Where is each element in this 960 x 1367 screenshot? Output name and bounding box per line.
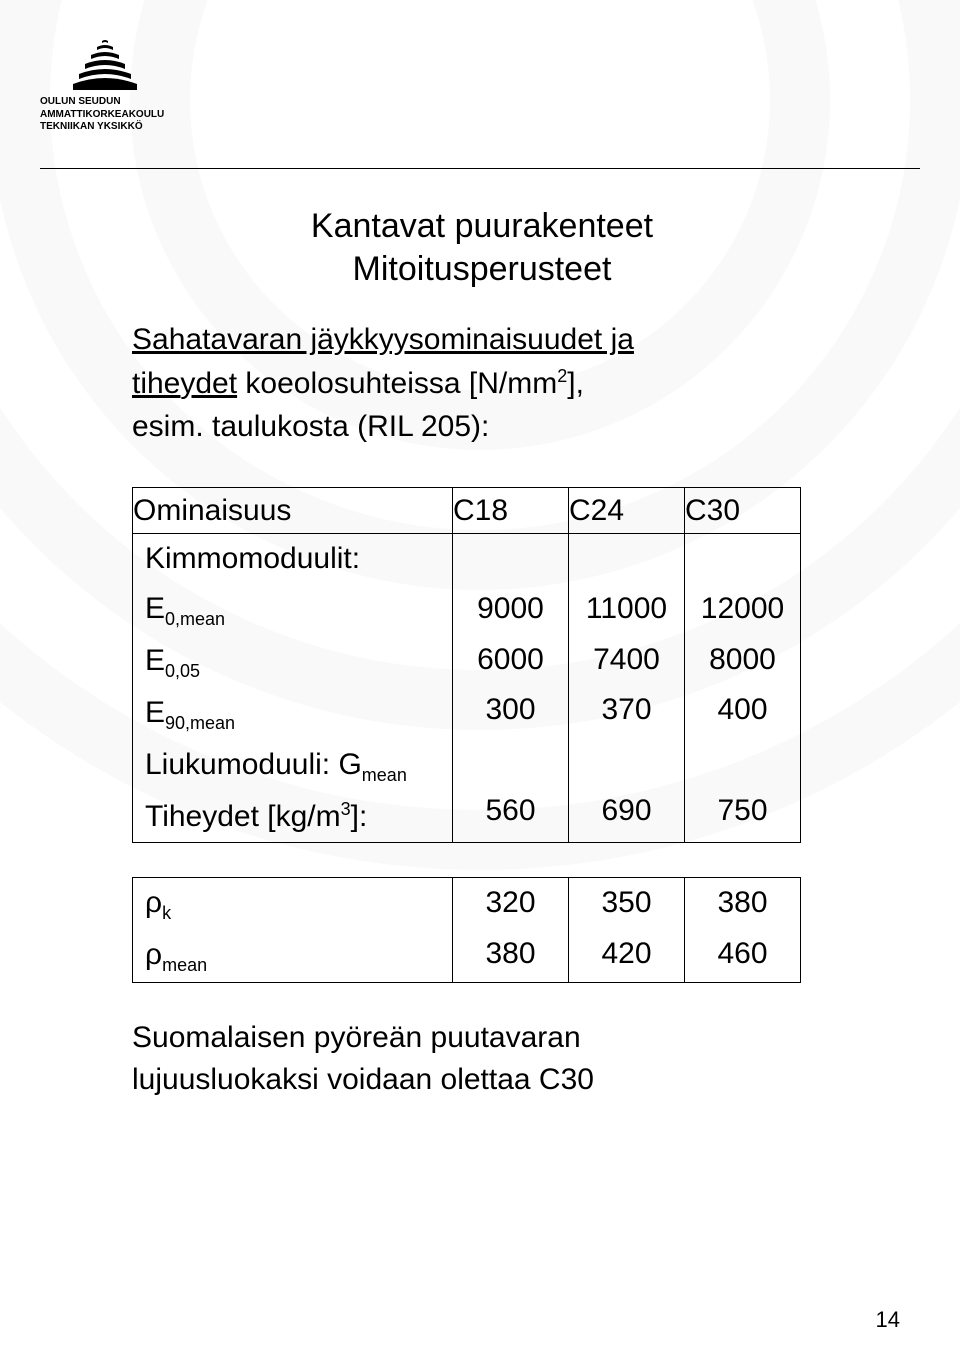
logo-mark-icon <box>68 38 142 90</box>
header-c30: C30 <box>685 487 801 533</box>
page-number: 14 <box>876 1307 900 1333</box>
title-line-2: Mitoitusperusteet <box>132 248 832 291</box>
footer-line-2: lujuusluokaksi voidaan olettaa C30 <box>132 1059 832 1101</box>
body-labels: Kimmomoduulit: E0,mean E0,05 E90,mean Li… <box>133 533 453 843</box>
subtitle-line-1: Sahatavaran jäykkyysominaisuudet ja <box>132 318 832 362</box>
row-e90mean: E90,mean <box>133 688 452 740</box>
body-c18: 9000 6000 300 560 <box>453 533 569 843</box>
header-label: Ominaisuus <box>133 487 453 533</box>
page-content: Kantavat puurakenteet Mitoitusperusteet … <box>132 205 832 1101</box>
table-header-row: Ominaisuus C18 C24 C30 <box>133 487 801 533</box>
row-kimmomoduulit: Kimmomoduulit: <box>133 534 452 585</box>
logo-line-1: OULUN SEUDUN <box>40 96 200 109</box>
density-c30: 380 460 <box>685 878 801 983</box>
footer-line-1: Suomalaisen pyöreän puutavaran <box>132 1017 832 1059</box>
table-body-row: Kimmomoduulit: E0,mean E0,05 E90,mean Li… <box>133 533 801 843</box>
row-e005: E0,05 <box>133 636 452 688</box>
header-c24: C24 <box>569 487 685 533</box>
logo-text: OULUN SEUDUN AMMATTIKORKEAKOULU TEKNIIKA… <box>40 96 200 134</box>
density-c18: 320 380 <box>453 878 569 983</box>
row-e0mean: E0,mean <box>133 584 452 636</box>
institution-logo: OULUN SEUDUN AMMATTIKORKEAKOULU TEKNIIKA… <box>40 38 200 134</box>
body-c24: 11000 7400 370 690 <box>569 533 685 843</box>
title-line-1: Kantavat puurakenteet <box>132 205 832 248</box>
logo-line-3: TEKNIIKAN YKSIKKÖ <box>40 121 200 134</box>
row-gmean: Liukumoduuli: Gmean <box>133 740 452 792</box>
logo-line-2: AMMATTIKORKEAKOULU <box>40 109 200 122</box>
body-c30: 12000 8000 400 750 <box>685 533 801 843</box>
header-divider <box>40 168 920 169</box>
subtitle-line-3: esim. taulukosta (RIL 205): <box>132 405 832 449</box>
row-rho-mean: ρmean <box>133 930 452 982</box>
density-labels: ρk ρmean <box>133 878 453 983</box>
density-table: ρk ρmean 320 380 350 420 380 460 <box>132 877 801 983</box>
row-tiheydet: Tiheydet [kg/m3]: <box>133 792 452 843</box>
footer-note: Suomalaisen pyöreän puutavaran lujuusluo… <box>132 1017 832 1101</box>
subtitle-line-2: tiheydet koeolosuhteissa [N/mm2], <box>132 362 832 406</box>
page-title: Kantavat puurakenteet Mitoitusperusteet <box>132 205 832 290</box>
density-c24: 350 420 <box>569 878 685 983</box>
properties-table: Ominaisuus C18 C24 C30 Kimmomoduulit: E0… <box>132 487 801 844</box>
density-row: ρk ρmean 320 380 350 420 380 460 <box>133 878 801 983</box>
row-rho-k: ρk <box>133 878 452 930</box>
subtitle: Sahatavaran jäykkyysominaisuudet ja tihe… <box>132 318 832 449</box>
header-c18: C18 <box>453 487 569 533</box>
